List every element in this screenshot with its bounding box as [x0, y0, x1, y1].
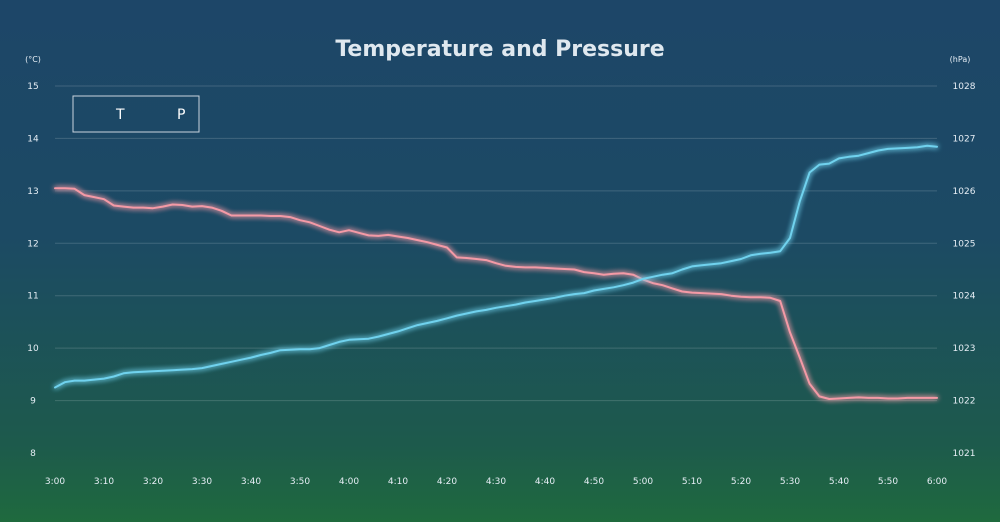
right-tick-label: 1023 [953, 344, 976, 354]
x-tick-label: 4:30 [486, 477, 506, 487]
right-tick-label: 1026 [953, 187, 976, 197]
right-tick-label: 1028 [953, 82, 976, 92]
right-axis-unit: (hPa) [950, 55, 971, 64]
left-tick-label: 13 [27, 187, 38, 197]
right-tick-label: 1025 [953, 239, 976, 249]
x-tick-label: 3:30 [192, 477, 212, 487]
left-tick-label: 12 [27, 239, 38, 249]
x-tick-label: 5:10 [682, 477, 702, 487]
x-tick-label: 4:00 [339, 477, 359, 487]
left-tick-label: 8 [30, 449, 36, 459]
left-tick-label: 9 [30, 397, 36, 407]
x-tick-label: 5:30 [780, 477, 800, 487]
x-tick-label: 5:20 [731, 477, 751, 487]
legend-label-t: T [115, 107, 125, 123]
right-axis-ticks: 1021 1022 1023 1024 1025 1026 1027 1028 [953, 82, 976, 459]
x-tick-label: 5:00 [633, 477, 653, 487]
left-tick-label: 14 [27, 134, 39, 144]
legend-box [72, 95, 200, 133]
series-line-t [54, 187, 938, 400]
x-tick-label: 3:20 [143, 477, 163, 487]
legend: T P [72, 95, 200, 133]
left-tick-label: 15 [27, 82, 38, 92]
x-tick-label: 3:10 [94, 477, 114, 487]
right-tick-label: 1027 [953, 134, 976, 144]
left-tick-label: 11 [27, 292, 38, 302]
x-tick-label: 4:50 [584, 477, 604, 487]
x-axis-ticks: 3:00 3:10 3:20 3:30 3:40 3:50 4:00 4:10 4:20 4:30… [45, 477, 947, 487]
x-tick-label: 4:10 [388, 477, 408, 487]
series-line-p [54, 144, 938, 389]
right-tick-label: 1021 [953, 449, 976, 459]
x-tick-label: 3:40 [241, 477, 261, 487]
x-tick-label: 5:40 [829, 477, 849, 487]
x-tick-label: 3:00 [45, 477, 65, 487]
x-tick-label: 3:50 [290, 477, 310, 487]
right-tick-label: 1022 [953, 397, 976, 407]
left-axis-ticks: 8 9 10 11 12 13 14 15 [27, 82, 39, 459]
grid-lines [55, 85, 937, 402]
left-tick-label: 10 [27, 344, 39, 354]
left-axis-unit: (°C) [25, 55, 41, 64]
chart-title: Temperature and Pressure [335, 37, 664, 62]
legend-label-p: P [177, 107, 185, 123]
x-tick-label: 4:20 [437, 477, 457, 487]
x-tick-label: 4:40 [535, 477, 555, 487]
x-tick-label: 6:00 [927, 477, 947, 487]
x-tick-label: 5:50 [878, 477, 898, 487]
right-tick-label: 1024 [953, 292, 976, 302]
series-lines [54, 144, 938, 400]
